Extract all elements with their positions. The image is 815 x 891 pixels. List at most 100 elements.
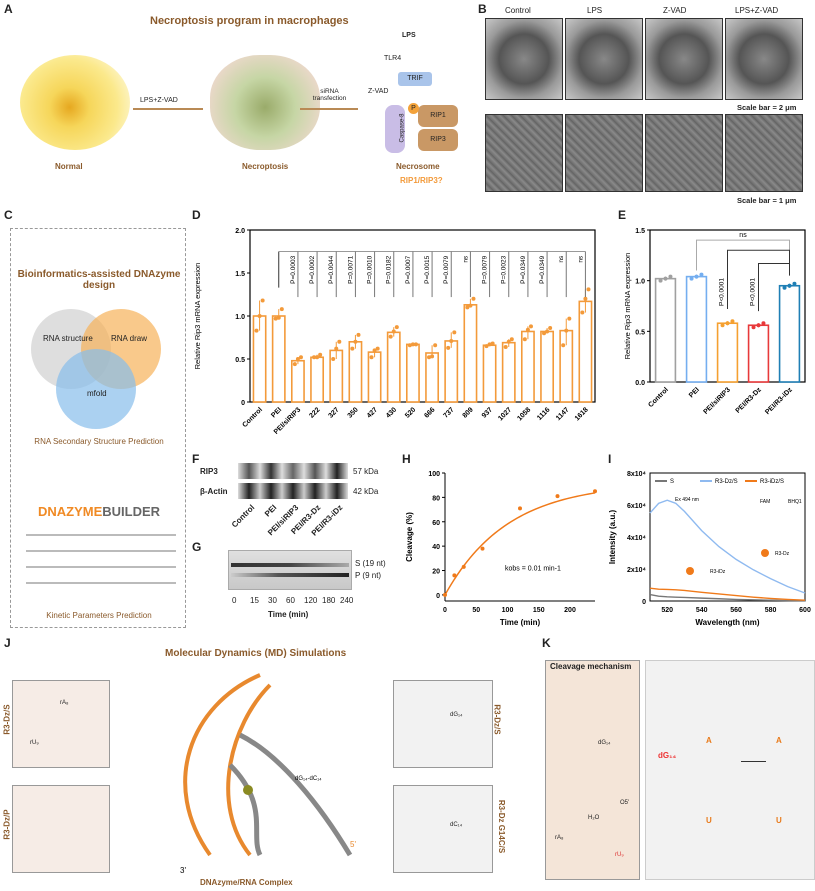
y-tick-label: 1.5 (235, 271, 245, 278)
label-5prime: 5' (350, 840, 356, 849)
kinetic-sequence-diagram (26, 527, 176, 597)
arrow-label-lps-zvad: LPS+Z-VAD (140, 97, 178, 104)
y-tick-label: 1.5 (635, 228, 645, 235)
p-value-label: P<0.0001 (719, 278, 726, 306)
legend-label: R3-Dz/S (715, 479, 738, 485)
idz-illustration (686, 567, 694, 575)
data-point (522, 337, 527, 342)
bar (367, 351, 382, 403)
data-point (509, 337, 514, 342)
k-scheme-a-right: A (776, 736, 782, 745)
phospho-icon: P (408, 103, 419, 114)
y-tick-label: 40 (432, 544, 440, 551)
logo-dnazyme: DNAZYME (38, 504, 103, 519)
rip3-band-strip (238, 463, 348, 479)
x-tick-label: Control (647, 386, 670, 409)
panel-label-f: F (192, 452, 200, 466)
data-point (658, 278, 663, 283)
data-point (465, 305, 470, 310)
data-point (580, 310, 585, 315)
x-tick-label: Control (241, 406, 264, 429)
p-value-label: P=0.0079 (443, 255, 450, 283)
data-point (668, 274, 673, 279)
annotation-ns: ns (739, 232, 747, 239)
y-tick-label: 0 (241, 400, 245, 407)
x-tick-label: 200 (564, 607, 576, 614)
p-value-label: P=0.0002 (309, 255, 316, 283)
x-axis-label: Time (min) (500, 618, 541, 627)
western-blot: RIP3 β-Actin 57 kDa 42 kDa Control PEI PEI… (200, 455, 400, 540)
p-value-label: P=0.0007 (405, 255, 412, 283)
y-tick-label: 0.0 (635, 380, 645, 387)
panel-label-i: I (608, 452, 612, 466)
p-value-label: P<0.0001 (750, 278, 757, 306)
p-value-label: ns (558, 255, 565, 263)
band-label-actin: β-Actin (200, 487, 228, 496)
panel-label-b: B (478, 2, 487, 16)
time-label: 120 (304, 596, 318, 605)
p-value-label: ns (577, 255, 584, 263)
bar (578, 300, 593, 403)
legend-label: R3-iDz/S (760, 479, 784, 485)
panel-label-e: E (618, 208, 627, 222)
x-tick-label: 427 (366, 406, 379, 419)
reaction-arrow (741, 761, 766, 762)
tem-image-lps-low (565, 18, 643, 100)
data-point (593, 489, 597, 494)
y-tick-label: 4x10⁴ (627, 535, 647, 542)
stage-necrosome: Necrosome (396, 162, 440, 171)
x-tick-label: 1027 (497, 406, 513, 422)
inset-r3-idz: R3-iDz (710, 569, 726, 575)
y-tick-label: 0 (436, 593, 440, 600)
time-label: 240 (340, 596, 354, 605)
dnazyme-rna-complex-structure: 5' 3' dG₁₄-dC₁₄ (180, 673, 356, 875)
p-value-label: P=0.0003 (290, 255, 297, 283)
panel-label-g: G (192, 540, 202, 554)
kobs-annotation: kobs = 0.01 min-1 (505, 566, 561, 573)
data-point (586, 287, 591, 292)
data-point (273, 316, 278, 321)
p-value-label: ns (462, 255, 469, 263)
y-axis-label: Relative Rip3 mRNA expression (623, 253, 632, 360)
plot-frame (649, 472, 806, 602)
x-tick-label: 50 (472, 607, 480, 614)
time-label: 30 (268, 596, 277, 605)
bar (501, 341, 516, 403)
data-point (528, 324, 533, 329)
data-point (751, 325, 756, 330)
scale-bar-1um: Scale bar = 1 μm (737, 196, 797, 205)
k-scheme-a-left: A (706, 736, 712, 745)
time-label: 180 (322, 596, 336, 605)
data-point (761, 321, 766, 326)
data-point (490, 341, 495, 346)
venn-label-mfold: mfold (87, 389, 107, 398)
rip1-box: RIP1 (418, 105, 458, 127)
trif-box: TRIF (398, 72, 432, 86)
k-label-dg14-3d: dG₁₄ (598, 740, 611, 746)
k-label-ru9: rU₉ (615, 852, 624, 858)
tem-image-control-high (485, 114, 563, 192)
md-snapshot-right-top (393, 680, 493, 768)
x-tick-label: 520 (661, 607, 673, 614)
panel-c-title: Bioinformatics-assisted DNAzyme design (17, 269, 181, 291)
necroptosis-macrophage-illustration (210, 55, 320, 150)
data-point (433, 343, 438, 348)
size-42kda: 42 kDa (353, 487, 379, 496)
label-dz-s-right: R3-Dz/S (492, 704, 502, 735)
lps-label: LPS (402, 32, 416, 39)
label-3prime: 3' (180, 866, 186, 875)
data-point (792, 281, 797, 286)
x-tick-label: 809 (462, 406, 475, 419)
x-tick-label: PEI (270, 406, 283, 419)
k-label-h2o: H₂O (588, 815, 600, 821)
tem-label-zvad: Z-VAD (663, 6, 687, 15)
gel-label-s: S (19 nt) (355, 559, 386, 568)
x-tick-label: 350 (347, 406, 360, 419)
significance-bracket (758, 262, 790, 312)
cleavage-structure-snapshot (545, 660, 640, 880)
y-tick-label: 0.5 (635, 329, 645, 336)
gel-electrophoresis: S (19 nt) P (9 nt) 0 15 30 60 120 180 240 Time… (200, 550, 400, 630)
p-value-label: P=0.0349 (520, 255, 527, 283)
data-point (292, 362, 297, 367)
data-point (548, 326, 553, 331)
